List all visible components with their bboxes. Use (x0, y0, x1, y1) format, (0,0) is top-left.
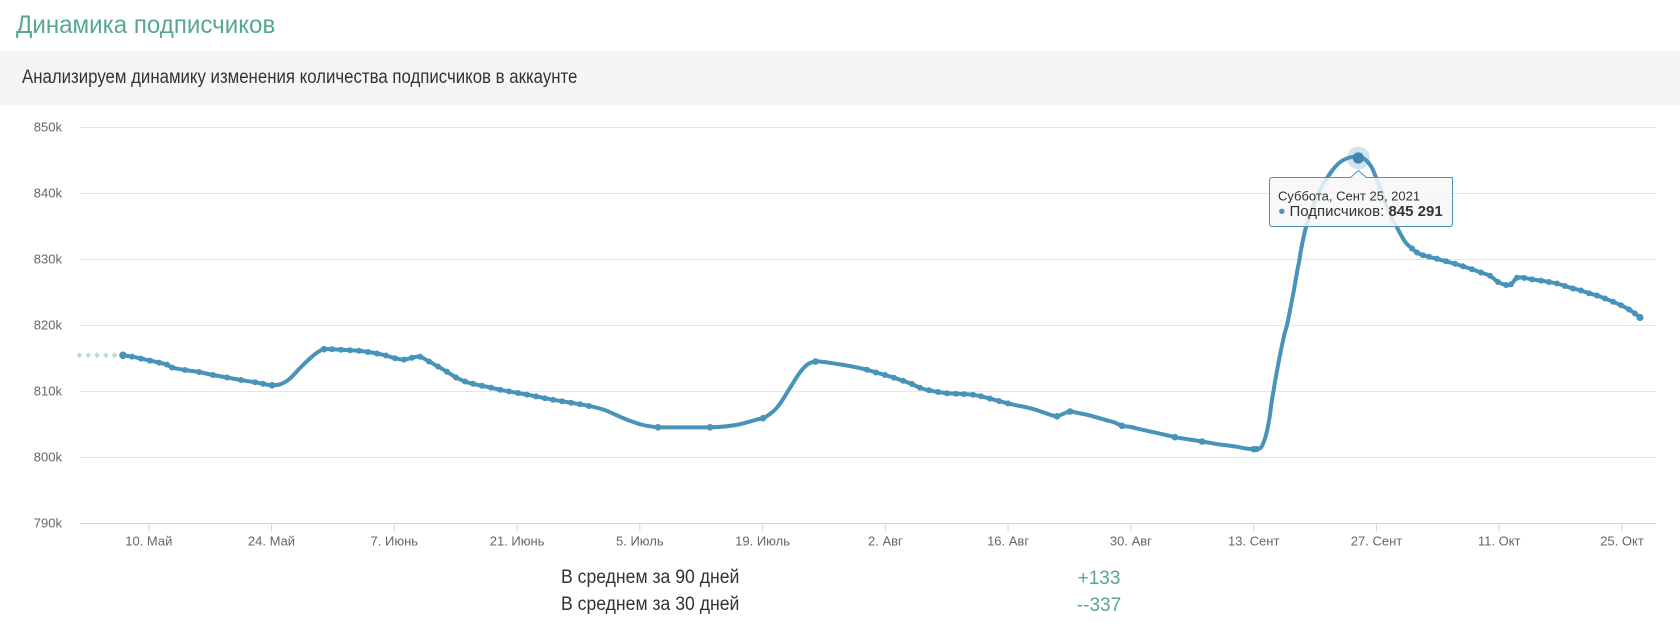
svg-text:13. Сент: 13. Сент (1228, 534, 1279, 549)
svg-text:830k: 830k (34, 252, 63, 267)
svg-text:30. Авг: 30. Авг (1110, 534, 1152, 549)
svg-text:820k: 820k (34, 318, 63, 333)
svg-text:2. Авг: 2. Авг (868, 534, 903, 549)
svg-text:850k: 850k (34, 120, 63, 135)
svg-text:19. Июль: 19. Июль (735, 534, 790, 549)
svg-text:800k: 800k (34, 450, 63, 465)
svg-text:7. Июнь: 7. Июнь (371, 534, 419, 549)
svg-text:27. Сент: 27. Сент (1351, 534, 1402, 549)
svg-text:16. Авг: 16. Авг (987, 534, 1029, 549)
svg-text:810k: 810k (34, 384, 63, 399)
svg-text:Суббота, Сент 25, 2021: Суббота, Сент 25, 2021 (1278, 189, 1420, 204)
svg-text:24. Май: 24. Май (248, 534, 295, 549)
svg-text:840k: 840k (34, 186, 63, 201)
svg-text:Подписчиков: 845 291: Подписчиков: 845 291 (1290, 203, 1443, 220)
svg-text:10. Май: 10. Май (125, 534, 172, 549)
svg-text:25. Окт: 25. Окт (1600, 534, 1644, 549)
svg-text:790k: 790k (34, 516, 63, 531)
svg-text:11. Окт: 11. Окт (1478, 534, 1521, 549)
svg-text:5. Июль: 5. Июль (616, 534, 664, 549)
svg-text:21. Июнь: 21. Июнь (490, 534, 545, 549)
